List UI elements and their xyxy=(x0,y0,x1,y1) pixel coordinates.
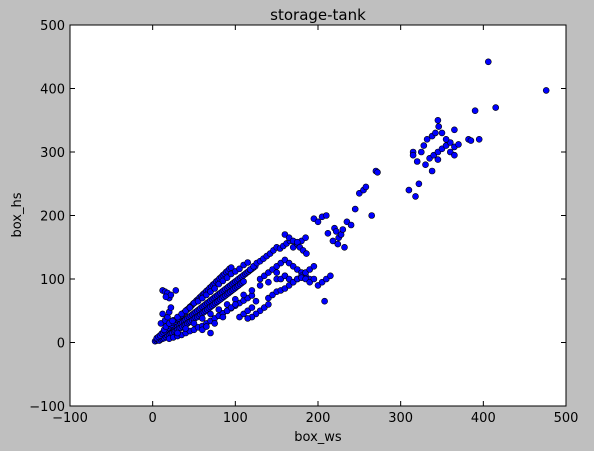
scatter-point xyxy=(215,306,223,313)
scatter-point xyxy=(321,297,328,305)
scatter-point xyxy=(248,287,256,294)
scatter-point xyxy=(322,212,330,219)
y-tick-label: 500 xyxy=(40,19,65,34)
scatter-point xyxy=(339,226,347,233)
scatter-point xyxy=(256,282,264,289)
scatter-point xyxy=(273,269,281,276)
scatter-point xyxy=(324,230,332,237)
scatter-point xyxy=(471,107,479,114)
scatter-point xyxy=(422,161,429,168)
y-tick-label: 300 xyxy=(40,146,65,161)
scatter-point xyxy=(347,221,355,229)
y-tick-label: 200 xyxy=(40,210,65,225)
y-axis-title: box_hs xyxy=(10,192,25,237)
scatter-point xyxy=(252,297,260,305)
scatter-point xyxy=(542,87,550,94)
points-layer xyxy=(151,58,550,345)
scatter-point xyxy=(423,136,431,143)
scatter-point xyxy=(244,315,251,322)
scatter-point xyxy=(310,262,318,270)
y-tick-label: 400 xyxy=(40,83,65,98)
scatter-point xyxy=(434,156,442,163)
scatter-point xyxy=(236,265,243,273)
x-tick-label: −100 xyxy=(52,411,88,426)
scatter-point xyxy=(329,237,337,245)
scatter-point xyxy=(351,205,359,213)
scatter-point xyxy=(467,137,475,144)
x-tick-label: 300 xyxy=(388,411,413,426)
scatter-point xyxy=(327,272,334,280)
scatter-point xyxy=(415,180,423,188)
scatter-point xyxy=(362,183,370,191)
scatter-point xyxy=(199,315,206,322)
scatter-point xyxy=(219,313,227,321)
scatter-point xyxy=(314,218,322,226)
scatter-point xyxy=(302,234,309,241)
scatter-point xyxy=(405,186,413,194)
scatter-point xyxy=(240,278,247,285)
scatter-point xyxy=(169,317,176,325)
y-tick-label: 0 xyxy=(57,337,65,352)
scatter-point xyxy=(451,126,458,134)
scatter-point xyxy=(232,301,239,308)
scatter-point xyxy=(492,104,500,111)
scatter-point xyxy=(248,304,256,311)
chart-title: storage-tank xyxy=(270,6,366,24)
scatter-point xyxy=(182,325,189,332)
scatter-point xyxy=(265,301,272,308)
scatter-point xyxy=(341,244,348,251)
x-tick-label: 0 xyxy=(149,411,157,426)
scatter-point xyxy=(303,250,310,257)
scatter-point xyxy=(451,151,458,159)
scatter-point xyxy=(374,169,381,176)
scatter-point xyxy=(240,291,247,299)
scatter-point xyxy=(475,136,483,143)
x-tick-label: 500 xyxy=(554,411,579,426)
scatter-point xyxy=(409,151,417,159)
scatter-point xyxy=(428,167,436,175)
scatter-point xyxy=(162,293,170,301)
scatter-point xyxy=(174,329,181,337)
scatter-point xyxy=(159,310,166,318)
scatter-point xyxy=(438,129,446,137)
x-tick-label: 400 xyxy=(471,411,496,426)
scatter-point xyxy=(186,304,194,311)
scatter-point xyxy=(167,304,175,311)
scatter-point xyxy=(211,285,218,292)
scatter-point xyxy=(207,329,214,337)
y-tick-label: −100 xyxy=(29,400,65,415)
scatter-point xyxy=(172,287,180,294)
scatter-point xyxy=(310,275,318,283)
scatter-point xyxy=(265,278,272,286)
scatter-point xyxy=(435,123,443,130)
scatter-point xyxy=(413,158,421,165)
scatter-point xyxy=(244,259,251,266)
scatter-point xyxy=(412,193,419,200)
scatter-point xyxy=(484,58,492,66)
scatter-point xyxy=(442,136,450,143)
scatter-point xyxy=(417,148,425,156)
y-axis: −100 0 100 200 300 400 500 xyxy=(29,19,566,415)
plot-area xyxy=(70,25,566,406)
scatter-point xyxy=(190,320,198,327)
x-axis-title: box_ws xyxy=(294,430,342,445)
scatter-point xyxy=(420,142,428,149)
scatter-point xyxy=(334,240,342,248)
scatter-point xyxy=(223,274,231,282)
scatter-point xyxy=(203,323,210,330)
x-tick-label: 100 xyxy=(223,411,248,426)
scatter-point xyxy=(434,117,442,124)
scatter-point xyxy=(432,129,439,137)
scatter-point xyxy=(211,320,218,327)
scatter-point xyxy=(455,141,462,148)
scatter-point xyxy=(368,212,376,219)
x-tick-label: 200 xyxy=(306,411,331,426)
scatter-point xyxy=(332,228,340,235)
scatter-point xyxy=(207,310,214,318)
x-axis: −100 0 100 200 300 400 500 xyxy=(52,25,578,426)
y-tick-label: 100 xyxy=(40,273,65,288)
